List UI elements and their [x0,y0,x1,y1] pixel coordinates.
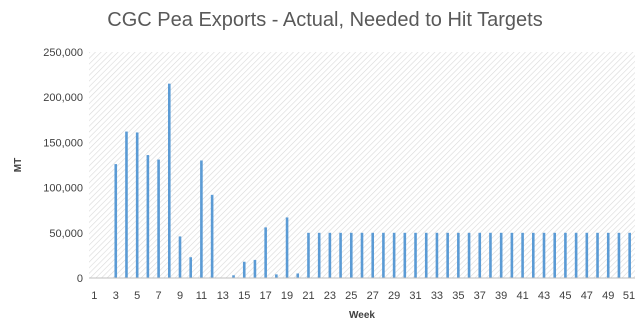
x-tick-label: 35 [452,290,464,302]
x-tick-label: 27 [367,290,379,302]
bar-week-40 [511,233,514,278]
bar-week-17 [264,227,267,278]
bar-week-51 [628,233,631,278]
bar-week-16 [254,260,257,278]
bar-week-48 [596,233,599,278]
bar-week-32 [425,233,428,278]
bar-week-3 [114,164,117,278]
bar-week-23 [329,233,332,278]
bar-week-39 [500,233,503,278]
bar-week-34 [446,233,449,278]
x-tick-label: 31 [409,290,421,302]
x-tick-label: 49 [602,290,614,302]
bar-week-22 [318,233,321,278]
bar-week-8 [168,84,171,278]
x-tick-label: 5 [134,290,140,302]
bar-week-18 [275,274,278,278]
bar-week-25 [350,233,353,278]
x-tick-label: 21 [302,290,314,302]
bar-week-15 [243,262,246,278]
bar-week-38 [489,233,492,278]
x-tick-label: 43 [538,290,550,302]
bar-week-26 [361,233,364,278]
x-tick-label: 51 [623,290,635,302]
bar-week-7 [157,160,160,278]
x-tick-label: 39 [495,290,507,302]
y-tick-label: 50,000 [49,228,83,240]
y-axis-label: MT [13,158,24,172]
x-tick-label: 13 [217,290,229,302]
bar-week-5 [136,132,139,278]
bar-week-44 [553,233,556,278]
x-axis-label: Week [349,310,375,321]
bar-week-45 [564,233,567,278]
bar-week-27 [371,233,374,278]
bar-week-37 [478,233,481,278]
bar-week-31 [414,233,417,278]
x-tick-label: 29 [388,290,400,302]
x-tick-label: 11 [196,290,207,302]
bar-week-33 [436,233,439,278]
bar-week-24 [339,233,342,278]
bar-week-19 [286,217,289,278]
bar-week-12 [211,195,214,278]
bar-week-4 [125,132,128,278]
bar-week-30 [404,233,407,278]
x-tick-label: 19 [281,290,293,302]
x-tick-label: 45 [559,290,571,302]
bar-week-11 [200,160,203,278]
bar-week-35 [457,233,460,278]
bar-week-50 [618,233,621,278]
y-tick-label: 100,000 [43,183,83,195]
bar-week-21 [307,233,310,278]
y-tick-label: 200,000 [43,92,83,104]
x-tick-label: 47 [581,290,593,302]
bar-week-28 [382,233,385,278]
bar-week-46 [575,233,578,278]
y-tick-label: 250,000 [43,47,83,59]
bar-week-43 [543,233,546,278]
bar-week-29 [393,233,396,278]
bar-week-20 [296,273,299,278]
bar-week-36 [468,233,471,278]
x-tick-label: 3 [113,290,119,302]
bar-week-47 [586,233,589,278]
bar-week-41 [521,233,524,278]
x-tick-label: 33 [431,290,443,302]
x-tick-label: 25 [345,290,357,302]
x-tick-label: 37 [474,290,486,302]
y-tick-label: 0 [77,273,83,285]
x-tick-label: 15 [238,290,250,302]
bar-week-10 [189,257,192,278]
x-tick-label: 41 [516,290,528,302]
bar-week-9 [179,236,182,278]
x-tick-label: 7 [156,290,162,302]
chart-title: CGC Pea Exports - Actual, Needed to Hit … [107,9,542,31]
bar-week-42 [532,233,535,278]
y-tick-label: 150,000 [43,137,83,149]
bar-week-6 [147,155,150,278]
bar-week-49 [607,233,610,278]
x-tick-label: 9 [177,290,183,302]
x-tick-label: 17 [260,290,272,302]
x-tick-label: 1 [91,290,97,302]
x-tick-label: 23 [324,290,336,302]
